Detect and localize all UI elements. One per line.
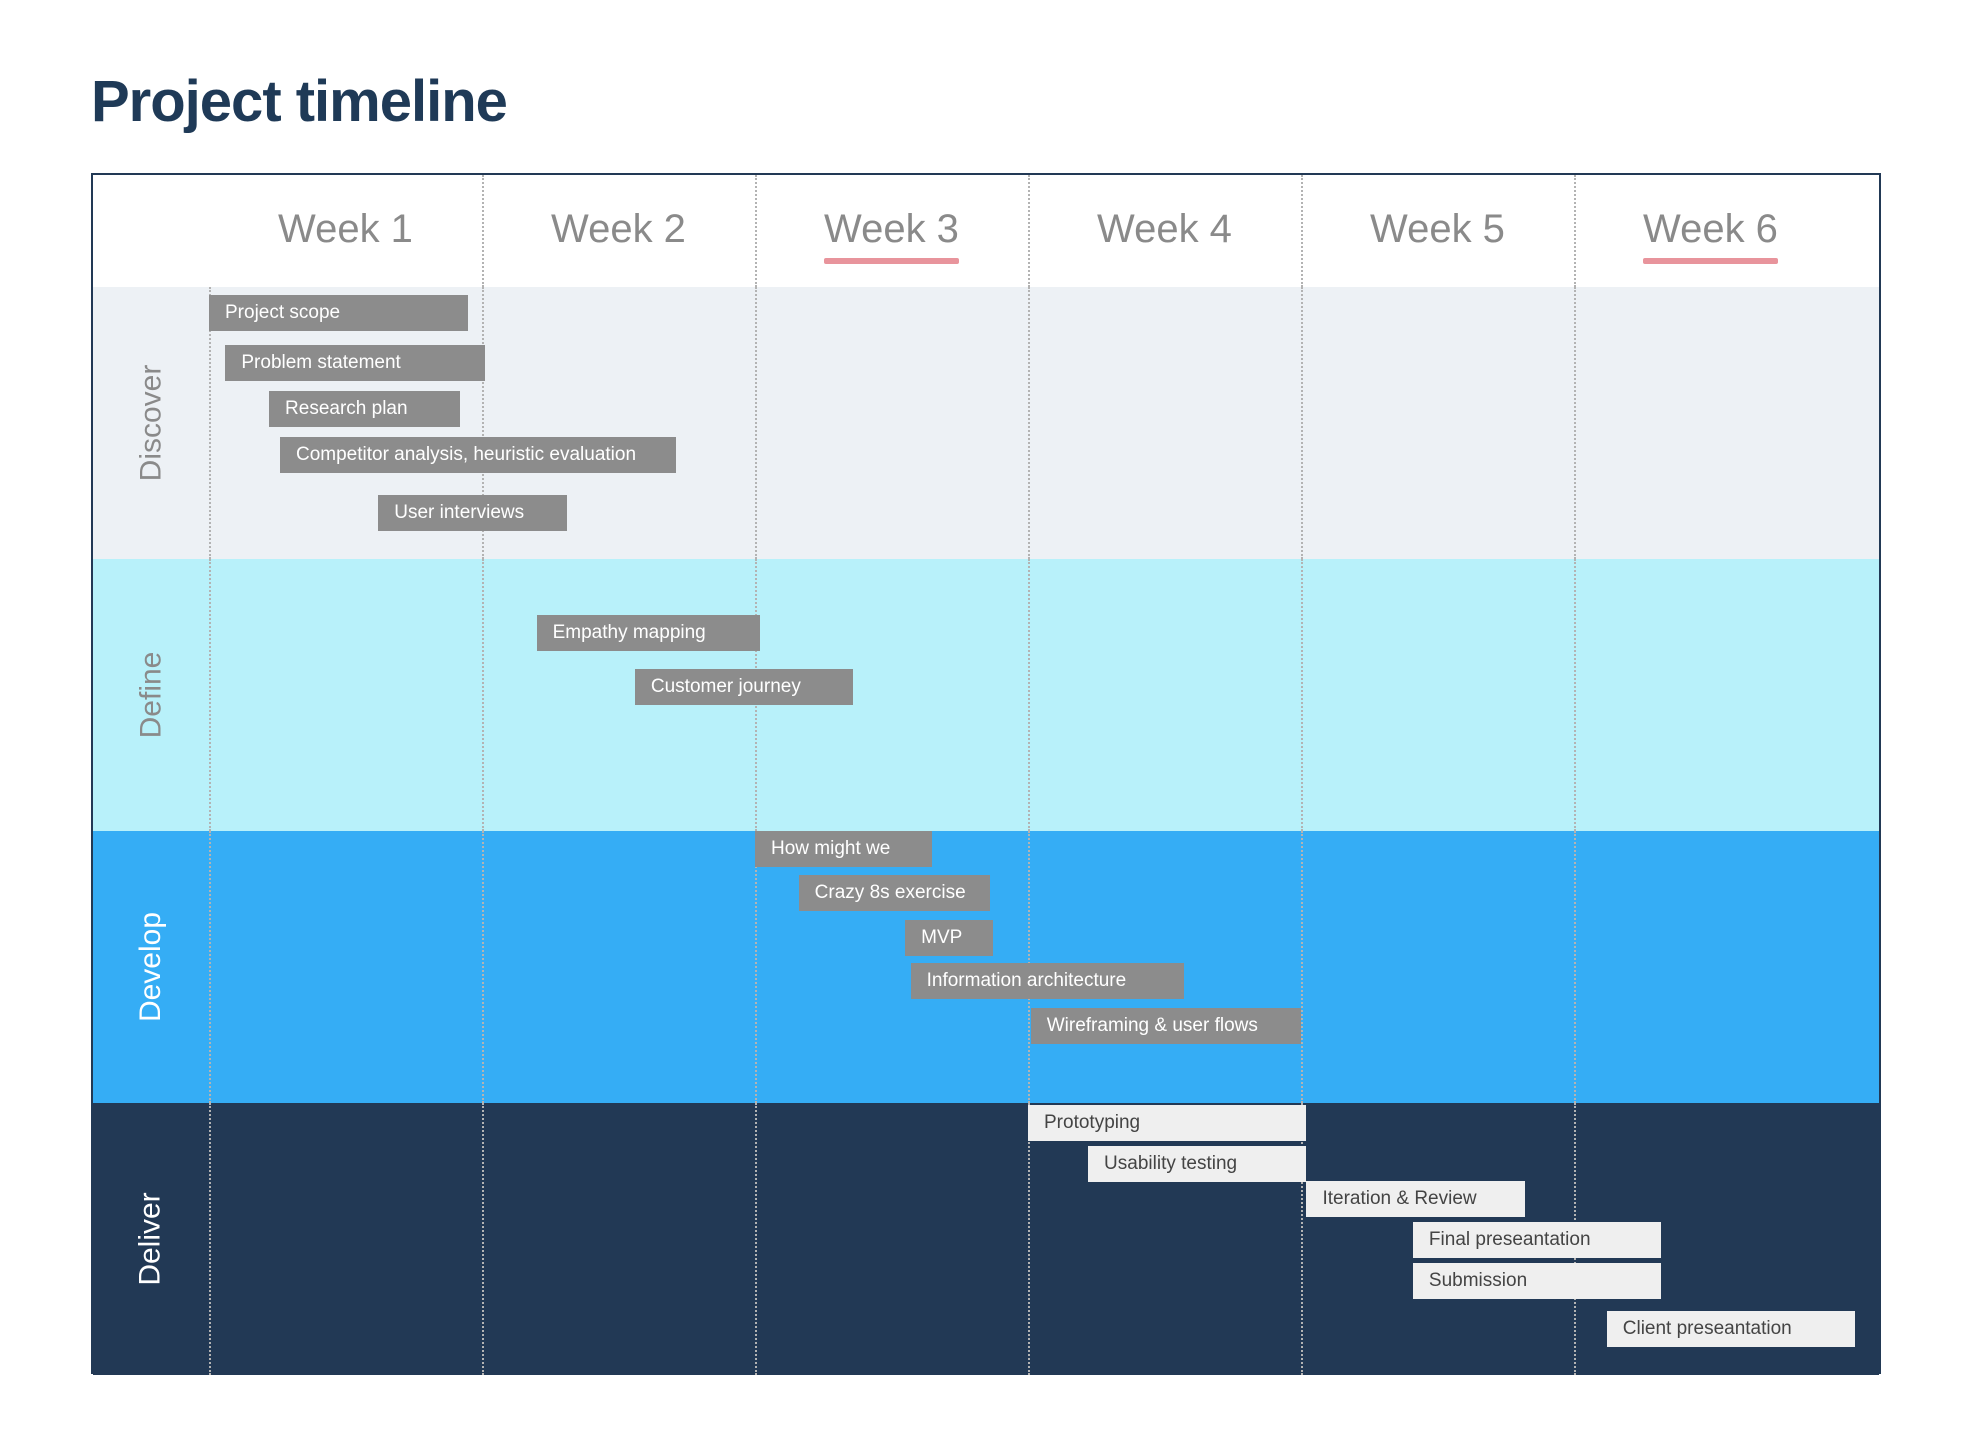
week-gridline [1301, 559, 1303, 831]
week-gridline [1028, 1103, 1030, 1375]
week-gridline [482, 831, 484, 1103]
week-label-text: Week 6 [1643, 207, 1778, 264]
task-bar[interactable]: Project scope [209, 295, 469, 331]
phase-label-text: Define [134, 651, 167, 739]
week-label-text: Week 3 [824, 207, 959, 264]
week-gridline [1574, 559, 1576, 831]
phase-label: Develop [93, 831, 209, 1103]
phase-label: Deliver [93, 1103, 209, 1375]
phase-label: Define [93, 559, 209, 831]
timeline-chart: Week 1 Week 2 Week 3 Week 4 Week 5 Week 6 Dis… [91, 173, 1881, 1375]
phase-band-define: Define [93, 559, 1879, 831]
task-bar[interactable]: Iteration & Review [1306, 1181, 1525, 1217]
week-label-text: Week 4 [1097, 207, 1232, 251]
week-label: Week 2 [482, 207, 755, 252]
week-gridline [209, 559, 211, 831]
phase-label-text: Develop [133, 911, 167, 1023]
week-gridline [482, 287, 484, 559]
task-bar[interactable]: Final preseantation [1412, 1222, 1662, 1258]
week-label-text: Week 2 [551, 207, 686, 251]
week-label-text: Week 1 [278, 207, 413, 251]
week-gridline [755, 175, 757, 287]
week-gridline [1301, 287, 1303, 559]
week-gridline [1574, 831, 1576, 1103]
task-bar[interactable]: MVP [905, 920, 993, 956]
week-gridline [1028, 559, 1030, 831]
week-header-row: Week 1 Week 2 Week 3 Week 4 Week 5 Week 6 [93, 175, 1879, 287]
phase-label-text: Discover [134, 364, 168, 482]
task-bar[interactable]: Problem statement [225, 345, 485, 381]
task-bar[interactable]: Information architecture [910, 963, 1184, 999]
week-gridline [209, 1103, 211, 1375]
current-week-underline [1643, 258, 1778, 264]
task-bar[interactable]: Crazy 8s exercise [798, 875, 990, 911]
week-gridline [1574, 175, 1576, 287]
task-bar[interactable]: Client preseantation [1606, 1311, 1856, 1347]
week-gridline [1301, 1103, 1303, 1375]
week-label: Week 5 [1301, 207, 1574, 252]
week-gridline [1028, 175, 1030, 287]
week-label-text: Week 5 [1370, 207, 1505, 251]
week-gridline [755, 1103, 757, 1375]
week-label: Week 6 [1574, 207, 1847, 264]
week-gridline [482, 559, 484, 831]
task-bar[interactable]: User interviews [378, 495, 567, 531]
phase-label: Discover [93, 287, 209, 559]
task-bar[interactable]: Customer journey [634, 669, 854, 705]
week-gridline [209, 287, 211, 559]
week-gridline [755, 831, 757, 1103]
task-bar[interactable]: Research plan [269, 391, 461, 427]
week-gridline [1028, 287, 1030, 559]
task-bar[interactable]: Empathy mapping [536, 615, 761, 651]
week-gridline [1574, 287, 1576, 559]
week-label: Week 1 [209, 207, 482, 252]
task-bar[interactable]: Prototyping [1028, 1105, 1307, 1141]
task-bar[interactable]: Wireframing & user flows [1030, 1008, 1301, 1044]
current-week-underline [824, 258, 959, 264]
week-label: Week 3 [755, 207, 1028, 264]
week-gridline [755, 287, 757, 559]
week-gridline [1301, 175, 1303, 287]
week-gridline [1301, 831, 1303, 1103]
week-label: Week 4 [1028, 207, 1301, 252]
task-bar[interactable]: How might we [755, 831, 933, 867]
week-gridline [482, 1103, 484, 1375]
week-gridline [482, 175, 484, 287]
task-bar[interactable]: Competitor analysis, heuristic evaluatio… [279, 437, 676, 473]
task-bar[interactable]: Usability testing [1088, 1146, 1307, 1182]
phase-label-text: Deliver [133, 1192, 167, 1286]
page-title: Project timeline [91, 69, 508, 134]
task-bar[interactable]: Submission [1412, 1263, 1662, 1299]
week-gridline [209, 831, 211, 1103]
